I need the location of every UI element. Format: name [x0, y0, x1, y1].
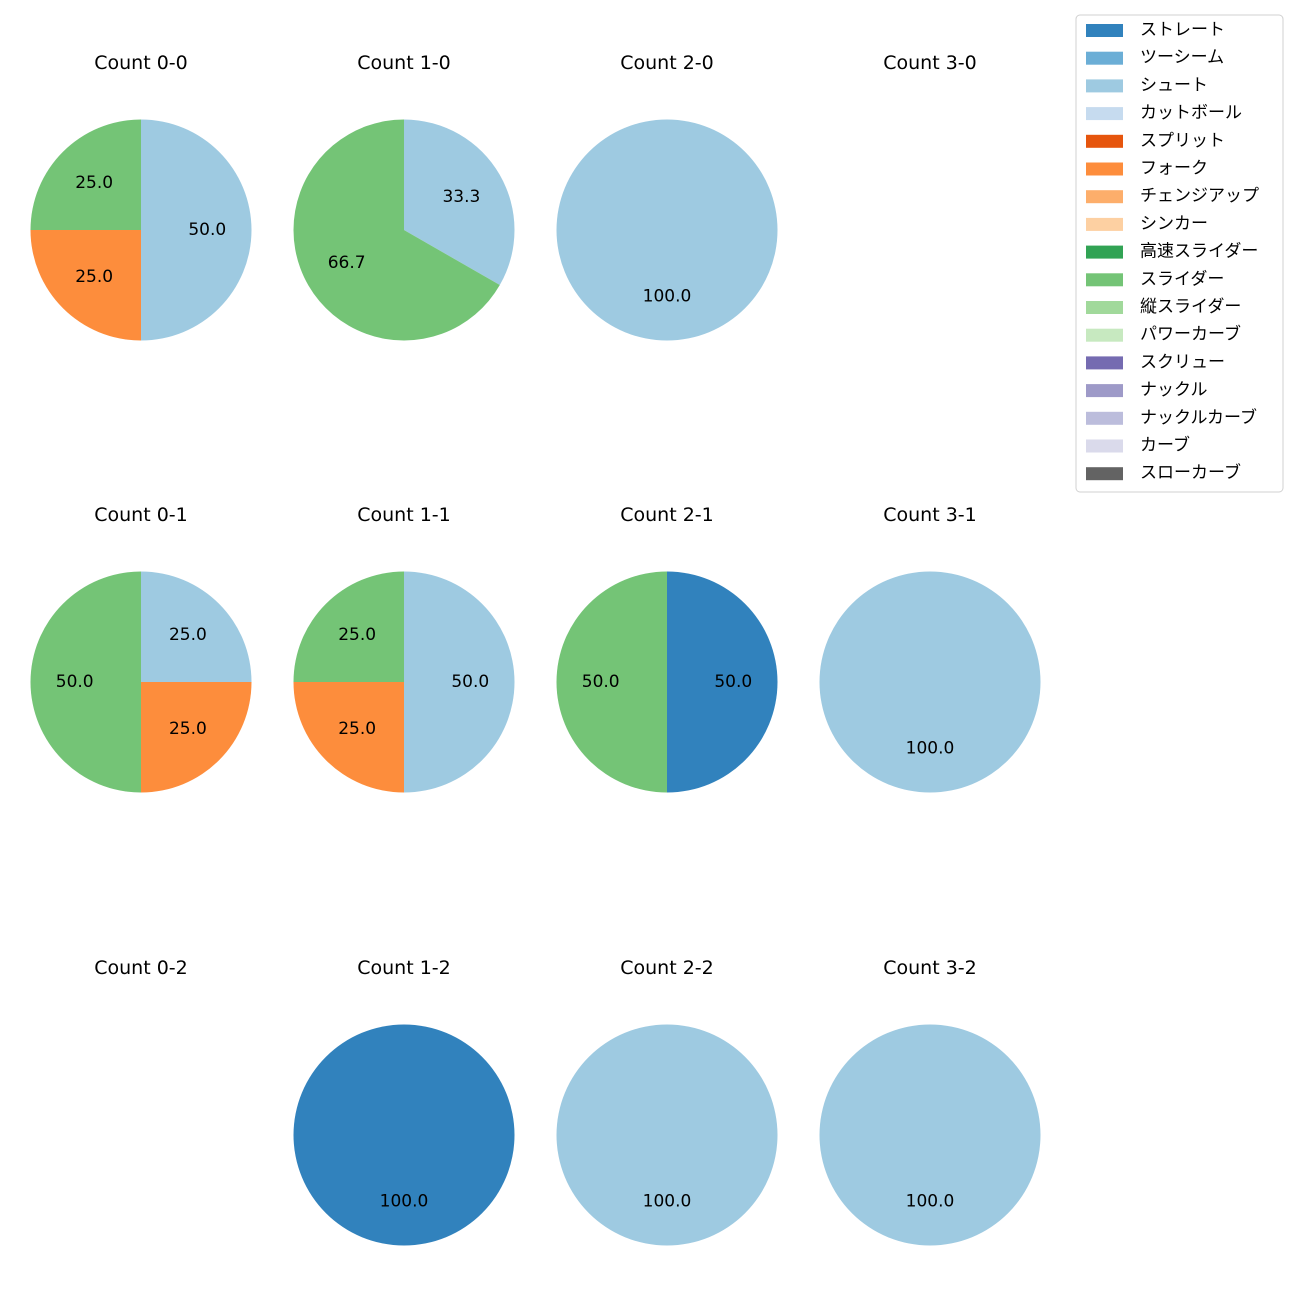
slice-label: 25.0 — [75, 173, 113, 193]
legend-label: ナックル — [1140, 380, 1208, 400]
legend-swatch — [1086, 328, 1123, 342]
pie-slice — [293, 571, 404, 682]
legend-swatch — [1086, 190, 1123, 204]
legend-label: カットボール — [1140, 103, 1242, 123]
pie-slice — [293, 682, 404, 793]
pie-count-1-0: Count 1-0 33.3 66.7 — [293, 52, 515, 341]
legend-label: ツーシーム — [1140, 48, 1224, 68]
legend-label: 高速スライダー — [1140, 242, 1258, 262]
chart-title: Count 1-0 — [357, 52, 451, 74]
chart-title: Count 2-2 — [620, 957, 714, 979]
pie-count-3-2: Count 3-2 100.0 — [819, 957, 1041, 1246]
pie-count-0-2: Count 0-2 — [94, 957, 188, 979]
slice-label: 100.0 — [643, 286, 692, 306]
pie-slice — [141, 571, 252, 682]
slice-label: 25.0 — [169, 625, 207, 645]
legend-swatch — [1086, 301, 1123, 314]
slice-label: 50.0 — [56, 672, 94, 692]
pie-slice — [667, 571, 778, 793]
chart-title: Count 0-0 — [94, 52, 188, 74]
legend-swatch — [1086, 162, 1123, 176]
legend-swatch — [1086, 24, 1123, 37]
chart-title: Count 2-0 — [620, 52, 714, 74]
legend-swatch — [1086, 384, 1123, 398]
legend-label: スライダー — [1140, 269, 1224, 289]
pie-count-3-1: Count 3-1 100.0 — [819, 504, 1041, 793]
legend-label: パワーカーブ — [1140, 324, 1241, 345]
chart-title: Count 2-1 — [620, 504, 714, 526]
slice-label: 66.7 — [328, 253, 366, 273]
slice-label: 50.0 — [451, 672, 489, 692]
pie-count-1-2: Count 1-2 100.0 — [293, 957, 515, 1246]
pie-slice — [30, 119, 141, 230]
pie-count-1-1: Count 1-1 50.0 25.0 25.0 — [293, 504, 515, 793]
chart-title: Count 3-0 — [883, 52, 977, 74]
pie-slice — [404, 119, 515, 286]
pie-slice — [819, 1024, 1041, 1246]
chart-title: Count 1-1 — [357, 504, 451, 526]
pie-slice — [30, 230, 141, 341]
legend-label: スクリュー — [1140, 352, 1225, 372]
pie-slice — [556, 119, 778, 341]
slice-label: 25.0 — [338, 625, 376, 645]
legend-swatch — [1086, 245, 1123, 259]
slice-label: 33.3 — [442, 187, 480, 207]
pie-slice — [556, 571, 667, 793]
legend-swatch — [1086, 217, 1123, 231]
chart-title: Count 0-1 — [94, 504, 188, 526]
pie-count-2-0: Count 2-0 100.0 — [556, 52, 778, 341]
legend-label: 縦スライダー — [1140, 297, 1241, 317]
pie-slice — [404, 571, 515, 793]
chart-title: Count 1-2 — [357, 957, 451, 979]
legend-swatch — [1086, 79, 1123, 93]
legend-label: シンカー — [1140, 214, 1208, 234]
chart-title: Count 3-1 — [883, 504, 977, 526]
slice-label: 50.0 — [582, 672, 620, 692]
legend-swatch — [1086, 51, 1123, 65]
pie-slice — [293, 1024, 515, 1246]
pie-slice — [141, 119, 252, 341]
slice-label: 25.0 — [75, 267, 113, 287]
pie-count-2-1: Count 2-1 50.0 50.0 — [556, 504, 778, 793]
slice-label: 100.0 — [906, 738, 955, 758]
pie-slice — [556, 1024, 778, 1246]
slice-label: 100.0 — [643, 1191, 692, 1211]
slice-label: 25.0 — [169, 719, 207, 739]
legend-label: スプリット — [1140, 131, 1225, 151]
legend-label: フォーク — [1140, 159, 1208, 179]
chart-title: Count 3-2 — [883, 957, 977, 979]
legend: ストレートツーシームシュートカットボールスプリットフォークチェンジアップシンカー… — [1075, 14, 1284, 493]
legend-label: ストレート — [1140, 20, 1225, 40]
pie-count-3-0: Count 3-0 — [883, 52, 977, 74]
slice-label: 100.0 — [380, 1191, 429, 1211]
pie-slice — [293, 119, 500, 341]
pie-count-2-2: Count 2-2 100.0 — [556, 957, 778, 1246]
slice-label: 100.0 — [906, 1191, 955, 1211]
pie-count-0-0: Count 0-0 50.0 25.0 25.0 — [30, 52, 252, 341]
legend-swatch — [1086, 273, 1123, 287]
slice-label: 50.0 — [188, 220, 226, 240]
legend-swatch — [1086, 411, 1123, 425]
slice-label: 25.0 — [338, 719, 376, 739]
legend-label: ナックルカーブ — [1140, 407, 1257, 428]
legend-swatch — [1086, 439, 1123, 453]
pie-slice — [30, 571, 142, 793]
legend-swatch — [1086, 107, 1123, 121]
legend-swatch — [1086, 134, 1123, 148]
slice-label: 50.0 — [714, 672, 752, 692]
pie-slice — [819, 571, 1041, 793]
legend-label: シュート — [1140, 75, 1208, 95]
legend-swatch — [1086, 356, 1123, 370]
legend-label: スローカーブ — [1140, 462, 1241, 483]
legend-frame — [1075, 14, 1284, 493]
chart-title: Count 0-2 — [94, 957, 188, 979]
legend-label: チェンジアップ — [1140, 186, 1259, 206]
pie-slice — [141, 682, 252, 793]
legend-label: カーブ — [1140, 435, 1190, 456]
pie-count-0-1: Count 0-1 25.0 25.0 50.0 — [30, 504, 252, 793]
legend-swatch — [1086, 467, 1123, 481]
